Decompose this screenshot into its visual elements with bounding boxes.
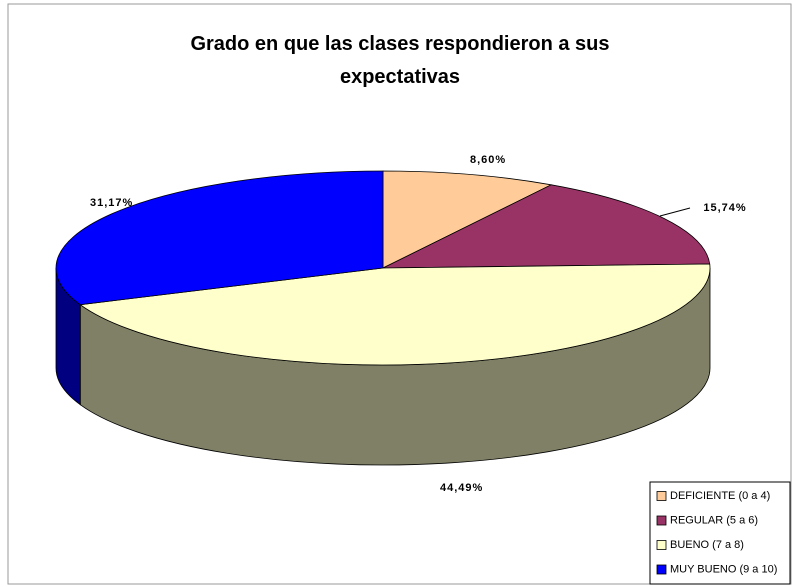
data-label: 15,74% — [703, 202, 746, 214]
legend-swatch — [656, 515, 667, 526]
legend-swatch — [656, 564, 667, 575]
legend-label: REGULAR (5 a 6) — [670, 514, 758, 526]
pie-slice — [382, 170, 553, 269]
leader-line — [659, 207, 691, 217]
legend-label: MUY BUENO (9 a 10) — [670, 563, 777, 575]
pie-slice — [55, 170, 384, 306]
legend-label: BUENO (7 a 8) — [670, 539, 744, 551]
legend-swatch — [656, 540, 667, 550]
legend-box — [649, 481, 791, 585]
chart-title: Grado en que las clases respondieron a s… — [190, 33, 610, 88]
data-label: 31,17% — [90, 197, 133, 209]
data-label: 44,49% — [440, 482, 483, 494]
pie-slice — [382, 184, 711, 269]
legend-swatch — [656, 491, 667, 501]
legend-label: DEFICIENTE (0 a 4) — [670, 490, 770, 502]
pie-slice — [79, 263, 711, 366]
data-label: 8,60% — [470, 154, 506, 166]
